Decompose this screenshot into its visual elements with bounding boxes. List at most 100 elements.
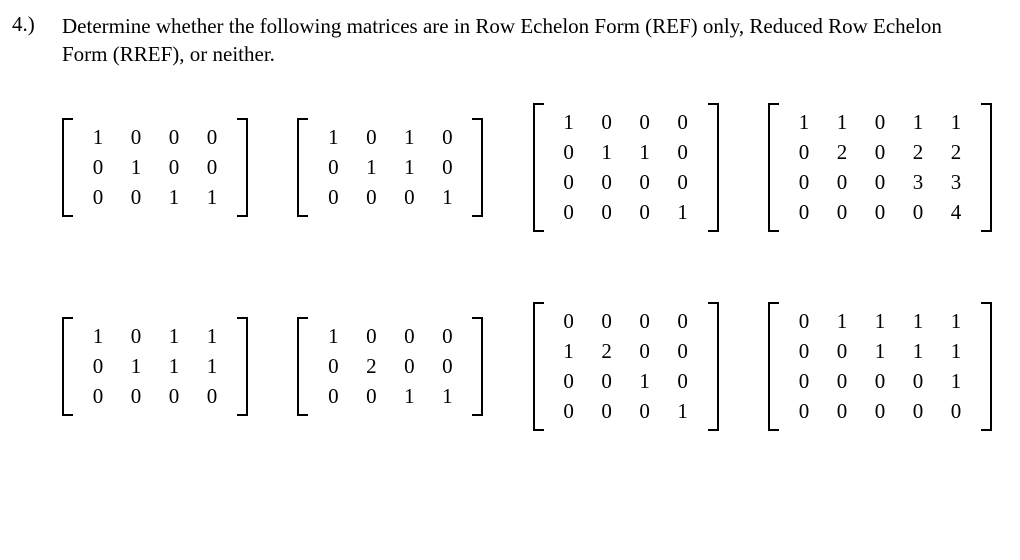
question-row: 4.) Determine whether the following matr…: [12, 12, 992, 69]
matrix-cell: 1: [937, 306, 975, 336]
matrix-cell: 1: [428, 381, 466, 411]
matrix-cell: 2: [823, 137, 861, 167]
matrix-cell: 1: [550, 336, 588, 366]
matrix-cell: 0: [899, 366, 937, 396]
matrix-cell: 0: [550, 396, 588, 426]
matrix-cell: 0: [117, 182, 155, 212]
matrix-cell: 1: [428, 182, 466, 212]
matrix-cell: 0: [352, 381, 390, 411]
matrix-cell: 0: [193, 122, 231, 152]
matrix-cell: 0: [314, 182, 352, 212]
matrix-cell: 0: [428, 321, 466, 351]
matrix-cell: 0: [861, 107, 899, 137]
matrix-cell: 1: [193, 321, 231, 351]
matrix-cell: 0: [314, 351, 352, 381]
matrix-7: 0000120000100001: [533, 302, 719, 431]
matrix-cell: 1: [861, 336, 899, 366]
right-bracket: [472, 317, 483, 416]
matrix-cell: 0: [626, 396, 664, 426]
matrix-body: 101101110000: [73, 317, 237, 416]
matrix-cell: 0: [588, 197, 626, 227]
matrix-cell: 0: [823, 167, 861, 197]
matrix-cell: 0: [550, 306, 588, 336]
left-bracket: [533, 302, 544, 431]
matrix-cell: 2: [899, 137, 937, 167]
left-bracket: [62, 317, 73, 416]
matrix-cell: 0: [550, 137, 588, 167]
right-bracket: [472, 118, 483, 217]
matrix-cell: 1: [390, 381, 428, 411]
right-bracket: [981, 103, 992, 232]
matrix-cell: 1: [626, 366, 664, 396]
matrix-cell: 0: [390, 182, 428, 212]
matrix-1: 100001000011: [62, 118, 248, 217]
matrix-cell: 0: [899, 396, 937, 426]
matrix-cell: 0: [664, 107, 702, 137]
matrix-cell: 0: [193, 381, 231, 411]
question-text: Determine whether the following matrices…: [62, 12, 992, 69]
matrix-cell: 0: [193, 152, 231, 182]
matrix-cell: 0: [823, 336, 861, 366]
right-bracket: [237, 118, 248, 217]
matrices-block: 1000010000111010011000011000011000000001…: [62, 103, 992, 431]
matrix-cell: 1: [937, 107, 975, 137]
matrix-cell: 2: [352, 351, 390, 381]
matrix-cell: 0: [79, 182, 117, 212]
matrix-cell: 0: [155, 122, 193, 152]
matrix-cell: 1: [823, 107, 861, 137]
matrix-cell: 0: [428, 351, 466, 381]
matrix-cell: 1: [117, 152, 155, 182]
matrix-cell: 0: [352, 182, 390, 212]
matrix-cell: 0: [785, 137, 823, 167]
matrix-cell: 1: [899, 306, 937, 336]
matrix-cell: 0: [861, 197, 899, 227]
matrix-cell: 0: [588, 167, 626, 197]
matrix-body: 100001000011: [73, 118, 237, 217]
matrix-cell: 0: [785, 366, 823, 396]
matrix-cell: 0: [664, 366, 702, 396]
matrix-cell: 0: [314, 152, 352, 182]
matrix-cell: 0: [117, 381, 155, 411]
matrix-cell: 1: [390, 152, 428, 182]
matrix-cell: 0: [861, 396, 899, 426]
matrix-cell: 1: [664, 396, 702, 426]
right-bracket: [981, 302, 992, 431]
matrix-cell: 1: [314, 122, 352, 152]
matrix-cell: 1: [785, 107, 823, 137]
matrix-cell: 0: [899, 197, 937, 227]
matrix-body: 0000120000100001: [544, 302, 708, 431]
matrix-cell: 1: [155, 351, 193, 381]
matrix-body: 01111001110000100000: [779, 302, 981, 431]
matrix-body: 1000011000000001: [544, 103, 708, 232]
matrix-cell: 0: [79, 381, 117, 411]
right-bracket: [237, 317, 248, 416]
matrix-cell: 0: [155, 381, 193, 411]
matrix-cell: 0: [588, 107, 626, 137]
matrix-cell: 1: [899, 336, 937, 366]
matrix-cell: 0: [117, 122, 155, 152]
matrix-cell: 1: [861, 306, 899, 336]
matrix-cell: 1: [823, 306, 861, 336]
matrix-4: 11011020220003300004: [768, 103, 992, 232]
matrix-cell: 0: [785, 197, 823, 227]
matrix-cell: 1: [155, 321, 193, 351]
matrix-5: 101101110000: [62, 317, 248, 416]
matrix-cell: 0: [664, 167, 702, 197]
matrix-cell: 0: [785, 336, 823, 366]
matrix-cell: 0: [664, 306, 702, 336]
matrix-cell: 1: [117, 351, 155, 381]
matrix-cell: 0: [352, 122, 390, 152]
matrix-cell: 2: [588, 336, 626, 366]
matrix-cell: 1: [626, 137, 664, 167]
right-bracket: [708, 302, 719, 431]
matrix-cell: 0: [588, 306, 626, 336]
matrix-cell: 0: [626, 306, 664, 336]
matrix-cell: 3: [899, 167, 937, 197]
left-bracket: [62, 118, 73, 217]
matrix-cell: 0: [664, 137, 702, 167]
page: 4.) Determine whether the following matr…: [0, 0, 1020, 443]
matrix-cell: 1: [937, 336, 975, 366]
matrix-cell: 3: [937, 167, 975, 197]
matrix-3: 1000011000000001: [533, 103, 719, 232]
matrix-cell: 1: [155, 182, 193, 212]
